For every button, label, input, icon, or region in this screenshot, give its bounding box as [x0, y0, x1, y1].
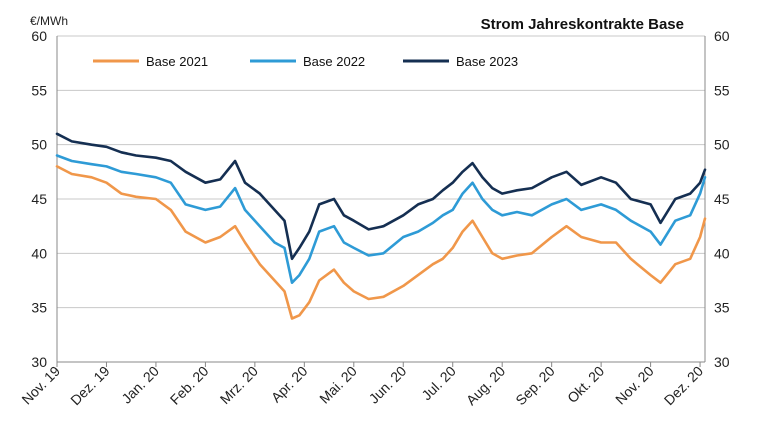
y-tick-right: 55 [714, 82, 730, 98]
y-tick-right: 45 [714, 191, 730, 207]
series-line-base-2021 [55, 165, 707, 320]
x-tick-label: Mai. 20 [316, 363, 360, 407]
x-tick-label: Dez. 20 [661, 363, 707, 409]
series-line-base-2022 [55, 154, 707, 285]
y-tick-left: 50 [31, 137, 47, 153]
y-tick-left: 55 [31, 82, 47, 98]
x-tick-label: Jul. 20 [418, 363, 459, 404]
legend-label: Base 2022 [303, 54, 365, 69]
y-tick-left: 40 [31, 245, 47, 261]
x-tick-label: Dez. 19 [67, 363, 113, 409]
x-tick-label: Jun. 20 [366, 363, 410, 407]
legend-label: Base 2023 [456, 54, 518, 69]
x-tick-label: Aug. 20 [463, 363, 509, 409]
y-tick-left: 30 [31, 354, 47, 370]
y-tick-right: 50 [714, 137, 730, 153]
x-tick-label: Sep. 20 [512, 363, 558, 409]
x-tick-label: Nov. 20 [612, 363, 657, 408]
x-tick-label: Feb. 20 [167, 363, 212, 408]
series-line-base-2023 [55, 132, 707, 261]
legend-label: Base 2021 [146, 54, 208, 69]
y-tick-right: 60 [714, 28, 730, 44]
y-tick-left: 35 [31, 300, 47, 316]
x-tick-label: Mrz. 20 [217, 363, 261, 407]
y-tick-left: 60 [31, 28, 47, 44]
y-tick-right: 40 [714, 245, 730, 261]
chart-title: Strom Jahreskontrakte Base [481, 16, 684, 33]
y-tick-left: 45 [31, 191, 47, 207]
x-tick-label: Okt. 20 [564, 363, 607, 406]
legend: Base 2021 Base 2022 Base 2023 [93, 54, 518, 69]
y-tick-right: 30 [714, 354, 730, 370]
y-axis-unit-label: €/MWh [30, 14, 68, 28]
x-tick-label: Jan. 20 [118, 363, 162, 407]
series-lines [55, 132, 707, 320]
x-tick-label: Apr. 20 [268, 363, 311, 406]
y-tick-right: 35 [714, 300, 730, 316]
